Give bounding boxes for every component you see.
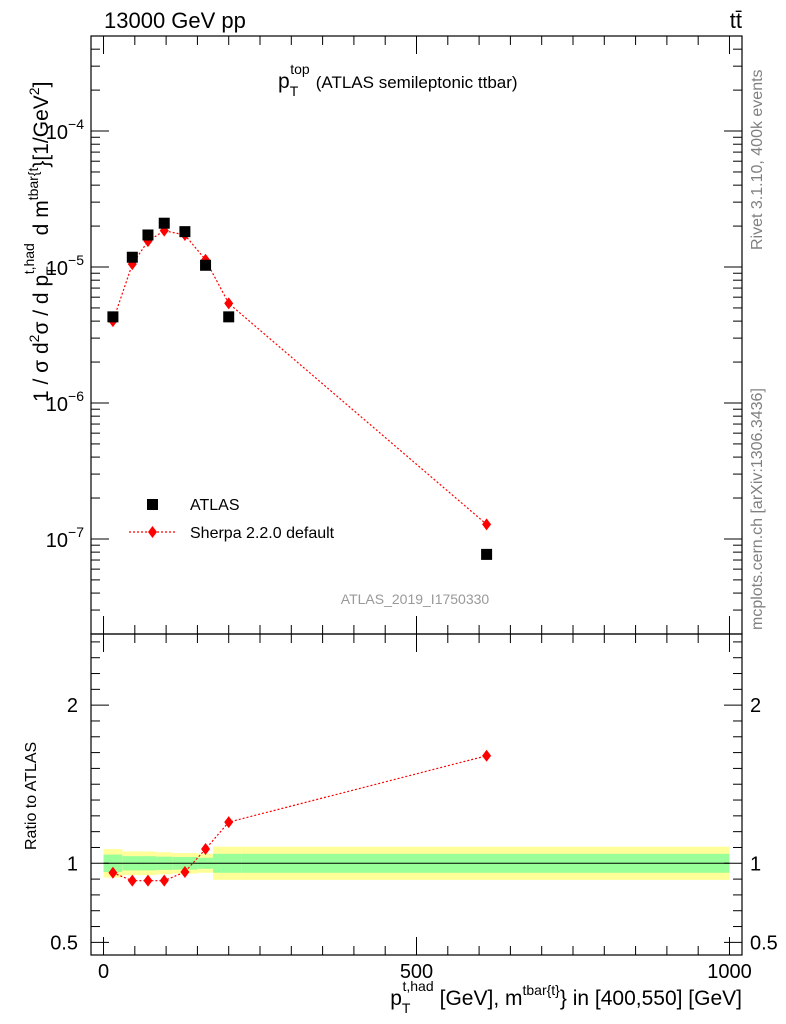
sherpa-ratio-point — [224, 816, 234, 829]
main-ytick-label: 10−4 — [46, 116, 84, 144]
legend-atlas-label: ATLAS — [190, 497, 240, 514]
sherpa-ratio-point — [159, 874, 169, 887]
rivet-label: Rivet 3.1.10, 400k events — [749, 69, 766, 250]
header-right-label: tt̄ — [730, 8, 742, 33]
sherpa-ratio-point — [108, 866, 118, 879]
atlas-point — [158, 217, 170, 229]
mcplots-label: mcplots.cern.ch [arXiv:1306.3436] — [749, 388, 766, 630]
ratio-xtick-label: 500 — [400, 961, 433, 983]
main-ytick-label: 10−5 — [46, 252, 84, 280]
sherpa-main-line — [112, 230, 487, 525]
main-ytick-label: 10−7 — [46, 524, 84, 552]
ratio-ytick-label-right: 1 — [750, 853, 761, 875]
legend-sherpa-marker — [148, 526, 157, 538]
main-title: pTtop (ATLAS semileptonic ttbar) — [278, 61, 518, 99]
main-ylabel: 1 / σ d2σ / d pTt,had d mtbar{t}[1/GeV2] — [21, 82, 59, 402]
ratio-ylabel: Ratio to ATLAS — [23, 742, 40, 850]
ratio-ytick-label: 1 — [67, 853, 78, 875]
main-ytick-label: 10−6 — [46, 388, 84, 416]
sherpa-ratio-point — [127, 874, 137, 887]
atlas-point — [126, 251, 138, 263]
ratio-ytick-labels: 0.5 0.5 1 1 2 2 — [50, 695, 778, 954]
ratio-xtick-labels: 0 500 1000 — [98, 961, 752, 983]
sherpa-ratio-line — [112, 755, 487, 882]
main-ticks — [91, 35, 742, 635]
main-title-p: p — [278, 70, 290, 93]
main-data — [107, 217, 493, 560]
main-title-sup: top — [290, 61, 310, 77]
ratio-frame — [90, 633, 743, 956]
sherpa-main-point — [224, 297, 234, 310]
ratio-ytick-label-right: 2 — [750, 695, 761, 717]
main-title-sub: T — [290, 83, 299, 99]
atlas-point — [142, 229, 154, 241]
main-ytick-labels: 10−7 10−6 10−5 10−4 — [46, 116, 84, 552]
ratio-xtick-label: 1000 — [707, 961, 752, 983]
ratio-ytick-label-right: 0.5 — [750, 932, 778, 954]
header-left-label: 13000 GeV pp — [104, 8, 246, 33]
legend: ATLAS Sherpa 2.2.0 default — [129, 497, 335, 542]
atlas-point — [107, 311, 119, 323]
atlas-point — [223, 311, 235, 323]
atlas-point — [200, 259, 212, 271]
main-watermark: ATLAS_2019_I1750330 — [341, 591, 490, 607]
ratio-ticks — [91, 634, 742, 955]
legend-sherpa-label: Sherpa 2.2.0 default — [190, 525, 335, 542]
atlas-point — [481, 548, 493, 560]
ratio-ytick-label: 0.5 — [50, 932, 78, 954]
main-panel: 10−7 10−6 10−5 10−4 pTtop (ATLAS semileptoni… — [21, 35, 743, 635]
ratio-data — [108, 749, 492, 887]
ratio-ytick-label: 2 — [67, 695, 78, 717]
atlas-point — [179, 226, 191, 238]
sherpa-ratio-point — [180, 865, 190, 878]
sherpa-ratio-point — [482, 749, 492, 762]
ratio-xtick-label: 0 — [98, 961, 109, 983]
main-frame — [90, 35, 743, 635]
main-title-rest: (ATLAS semileptonic ttbar) — [316, 73, 518, 92]
sherpa-ratio-point — [201, 843, 211, 856]
sherpa-main-point — [482, 518, 492, 531]
ratio-panel: 0.5 0.5 1 1 2 2 0 500 1000 Ratio to ATLAS pTt,h… — [23, 633, 778, 1016]
legend-atlas-marker — [147, 499, 158, 510]
sherpa-ratio-point — [143, 874, 153, 887]
ratio-xlabel: pTt,had[GeV], mtbar{t}} in [400,550] [Ge… — [390, 978, 742, 1016]
